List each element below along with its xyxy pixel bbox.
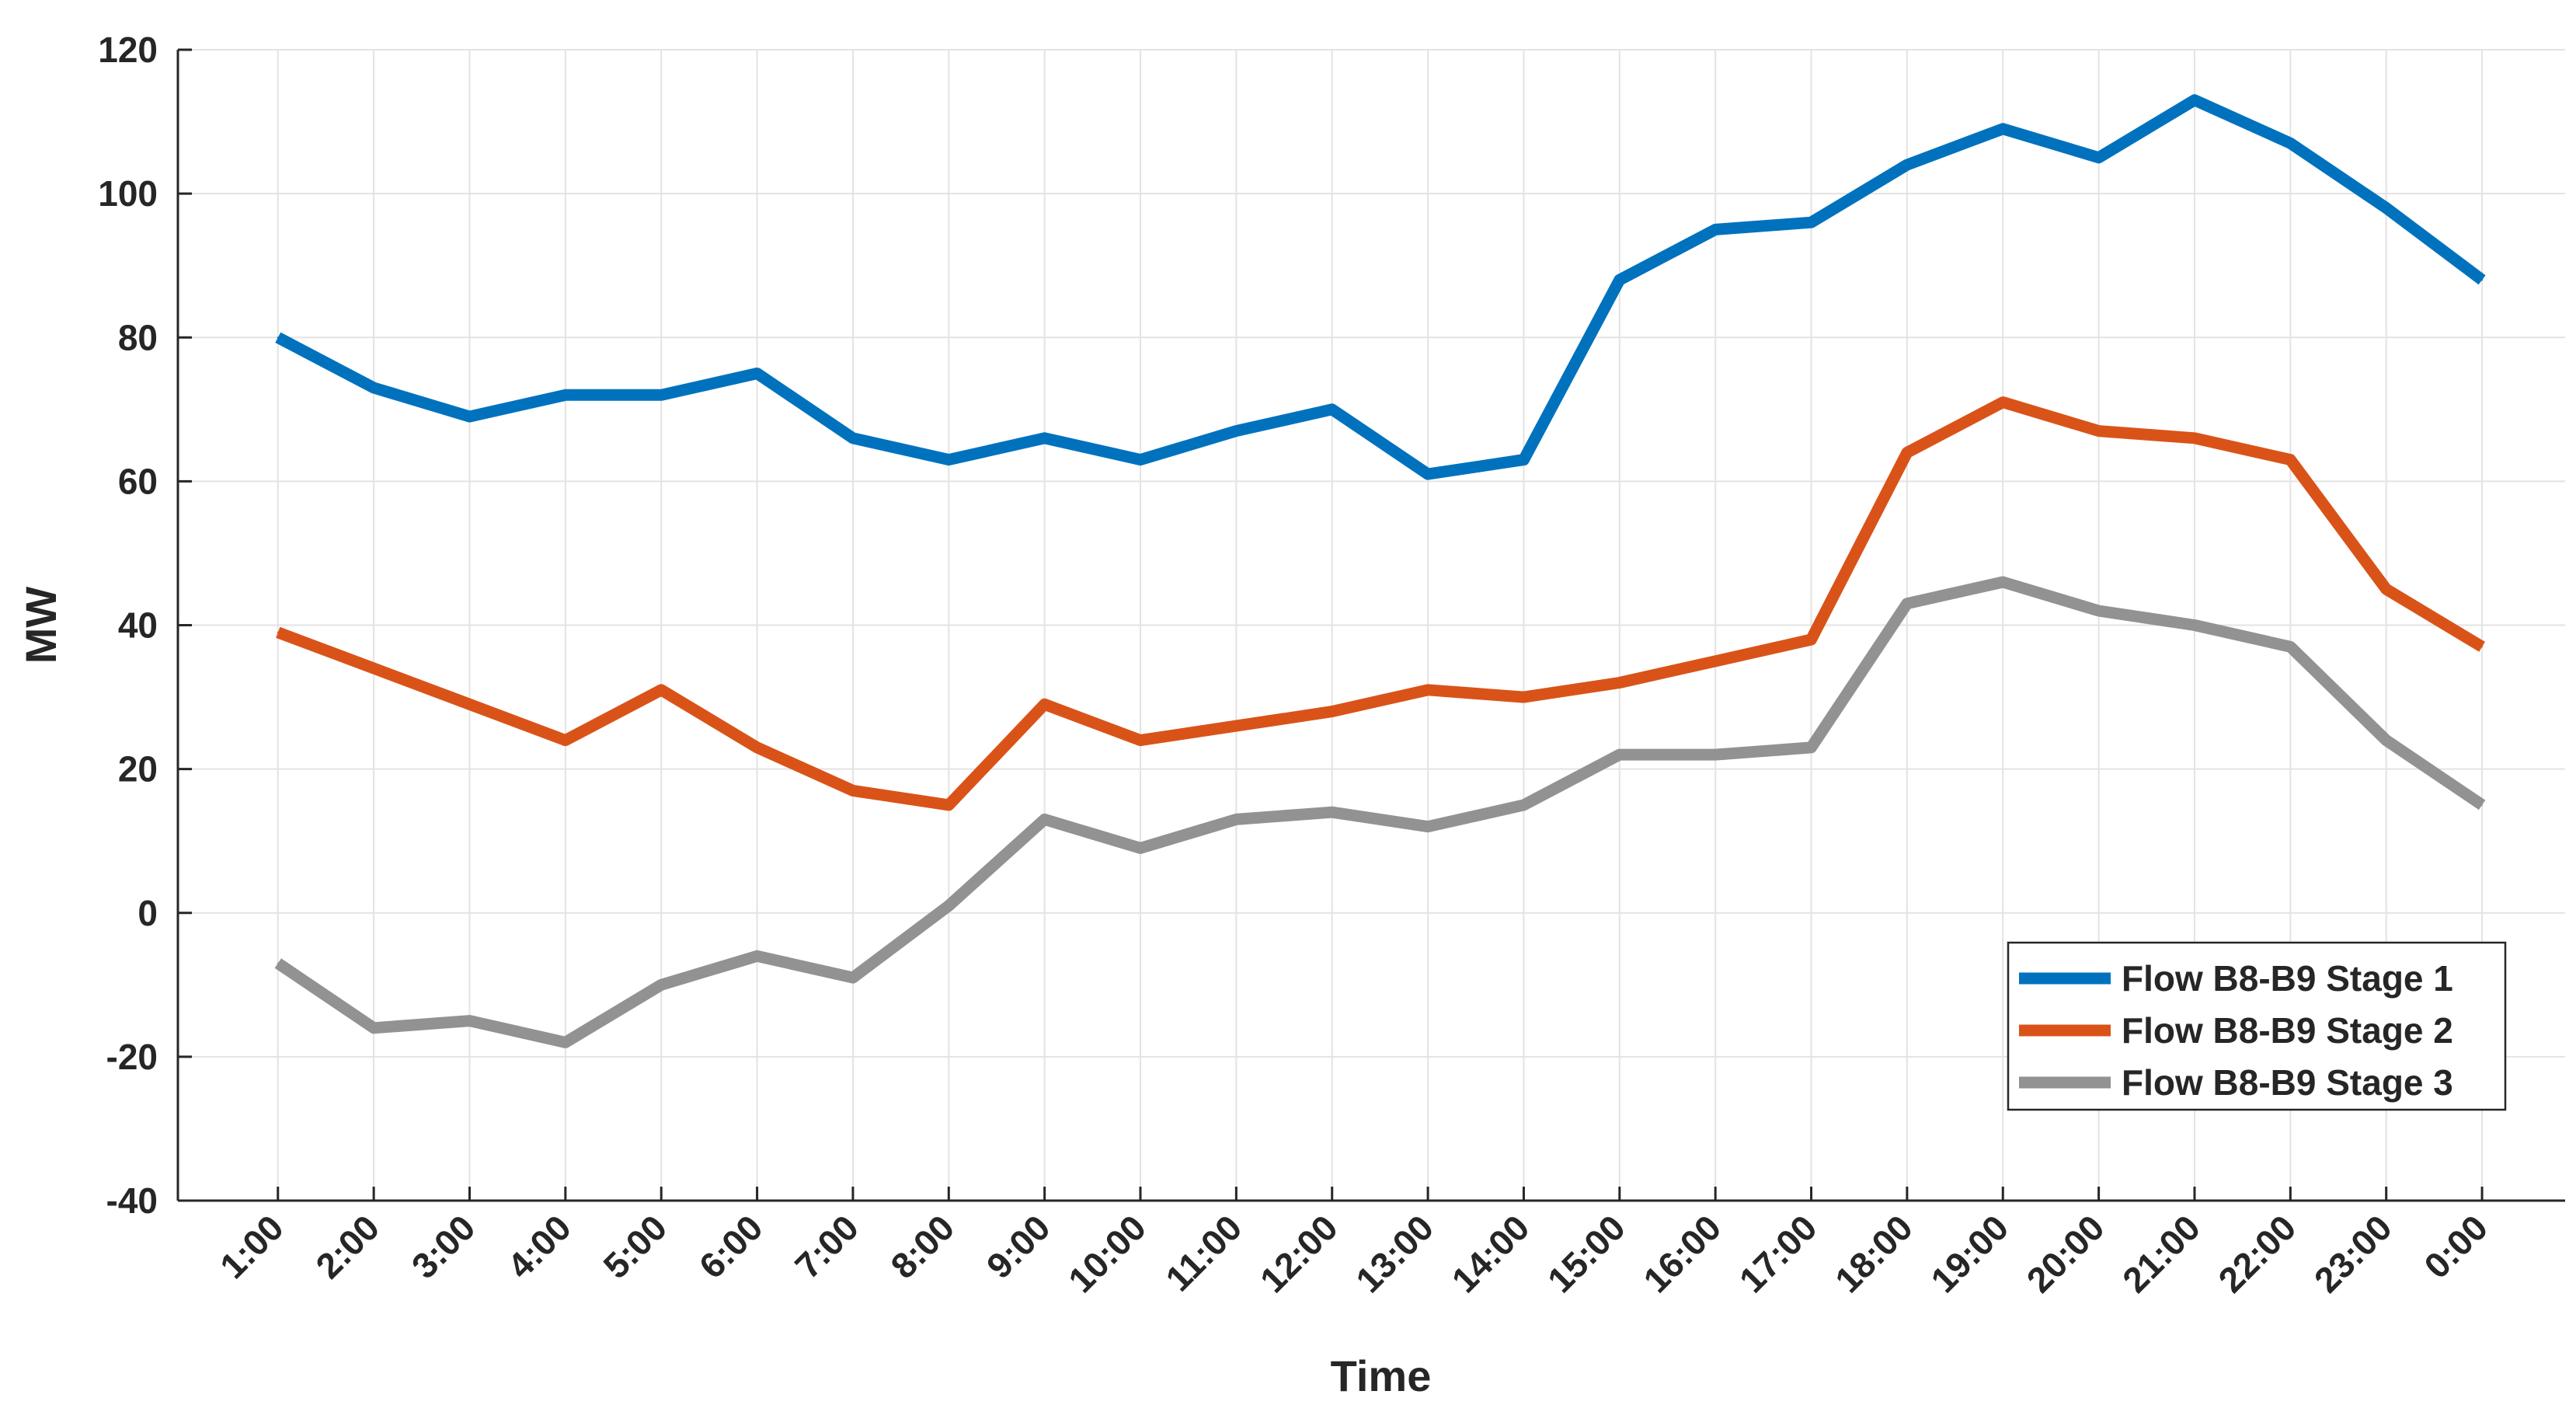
data-point-stage-2 <box>2481 646 2484 648</box>
data-point-stage-2 <box>756 746 758 748</box>
data-point-stage-1 <box>948 458 950 461</box>
data-point-stage-2 <box>1618 682 1620 684</box>
data-point-stage-2 <box>1331 710 1333 713</box>
data-point-stage-3 <box>2385 739 2387 741</box>
data-point-stage-3 <box>1523 804 1525 806</box>
data-point-stage-2 <box>2289 458 2292 461</box>
y-tick-label: -40 <box>106 1180 158 1221</box>
data-point-stage-1 <box>2097 156 2100 159</box>
data-point-stage-1 <box>1331 408 1333 410</box>
data-point-stage-2 <box>1714 660 1717 662</box>
data-point-stage-2 <box>1043 703 1046 706</box>
data-point-stage-3 <box>851 977 854 979</box>
y-tick-labels: -40 -20 0 20 40 60 80 100 120 <box>98 30 192 1221</box>
data-point-stage-3 <box>1810 746 1812 748</box>
y-tick-label: 20 <box>118 749 158 790</box>
data-point-stage-1 <box>660 394 663 396</box>
data-point-stage-1 <box>1714 228 1717 231</box>
data-point-stage-1 <box>1906 164 1908 166</box>
y-tick-label: 120 <box>98 30 158 70</box>
y-tick-label: 100 <box>98 173 158 214</box>
data-point-stage-1 <box>277 336 279 339</box>
data-point-stage-3 <box>2193 624 2195 626</box>
data-point-stage-3 <box>468 1020 471 1022</box>
series-lines <box>274 94 2486 1048</box>
data-point-stage-1 <box>2289 142 2292 145</box>
data-point-stage-1 <box>2481 279 2484 281</box>
data-point-stage-1 <box>756 372 758 375</box>
series-line-stage-2 <box>276 396 2485 811</box>
data-point-stage-1 <box>1235 430 1238 432</box>
data-point-stage-2 <box>1523 696 1525 699</box>
data-point-stage-3 <box>2289 646 2292 648</box>
y-tick-label: 60 <box>118 461 158 501</box>
data-point-stage-3 <box>948 905 950 907</box>
data-point-stage-3 <box>1906 602 1908 605</box>
series-line-stage-3 <box>274 576 2486 1048</box>
data-point-stage-3 <box>1140 847 1142 849</box>
data-point-stage-1 <box>1140 458 1142 461</box>
series-line-stage-1 <box>275 94 2486 480</box>
data-point-stage-2 <box>2002 401 2004 403</box>
data-point-stage-3 <box>1714 754 1717 756</box>
data-point-stage-2 <box>1235 725 1238 727</box>
data-point-stage-1 <box>2385 207 2387 209</box>
legend: Flow B8-B9 Stage 1 Flow B8-B9 Stage 2 Flow… <box>2007 941 2507 1111</box>
legend-label-stage-2: Flow B8-B9 Stage 2 <box>2122 1010 2453 1051</box>
data-point-stage-2 <box>948 804 950 806</box>
data-point-stage-2 <box>1906 451 1908 454</box>
data-point-stage-3 <box>1331 811 1333 814</box>
x-axis-title: Time <box>1331 1351 1432 1400</box>
data-point-stage-3 <box>1618 754 1620 756</box>
data-point-stage-3 <box>1427 825 1429 828</box>
y-tick-label: 80 <box>118 317 158 357</box>
legend-label-stage-3: Flow B8-B9 Stage 3 <box>2122 1062 2453 1103</box>
data-point-stage-3 <box>1235 818 1238 821</box>
data-point-stage-1 <box>1523 458 1525 461</box>
data-point-stage-1 <box>468 416 471 418</box>
data-point-stage-2 <box>660 689 663 691</box>
data-point-stage-1 <box>851 437 854 439</box>
data-point-stage-2 <box>2193 437 2195 439</box>
data-point-stage-2 <box>1140 739 1142 741</box>
data-point-stage-2 <box>2097 430 2100 432</box>
data-point-stage-2 <box>851 790 854 792</box>
data-point-stage-1 <box>373 387 375 389</box>
data-point-stage-2 <box>373 668 375 670</box>
data-point-stage-3 <box>2002 580 2004 583</box>
data-point-stage-1 <box>2002 127 2004 130</box>
data-point-stage-1 <box>1427 473 1429 476</box>
data-point-stage-3 <box>564 1041 566 1044</box>
y-tick-label: 40 <box>118 605 158 646</box>
data-point-stage-2 <box>468 703 471 706</box>
data-point-stage-2 <box>1427 689 1429 691</box>
data-point-stage-2 <box>1810 639 1812 641</box>
data-point-stage-3 <box>756 955 758 957</box>
data-point-stage-1 <box>1810 221 1812 224</box>
data-point-stage-3 <box>1043 818 1046 821</box>
y-tick-label: 0 <box>138 893 158 933</box>
data-point-stage-3 <box>373 1027 375 1029</box>
data-point-stage-1 <box>1618 279 1620 281</box>
data-point-stage-3 <box>660 984 663 986</box>
y-tick-label: -20 <box>106 1037 158 1077</box>
data-point-stage-3 <box>2481 804 2484 806</box>
data-point-stage-3 <box>2097 609 2100 612</box>
data-point-stage-2 <box>2385 588 2387 591</box>
data-point-stage-2 <box>564 739 566 741</box>
data-point-stage-3 <box>277 962 279 964</box>
data-point-stage-1 <box>2193 99 2195 101</box>
legend-label-stage-1: Flow B8-B9 Stage 1 <box>2122 958 2453 999</box>
data-point-stage-1 <box>1043 437 1046 439</box>
data-point-stage-1 <box>564 394 566 396</box>
y-axis-title: MW <box>16 587 65 664</box>
data-point-stage-2 <box>277 631 279 633</box>
